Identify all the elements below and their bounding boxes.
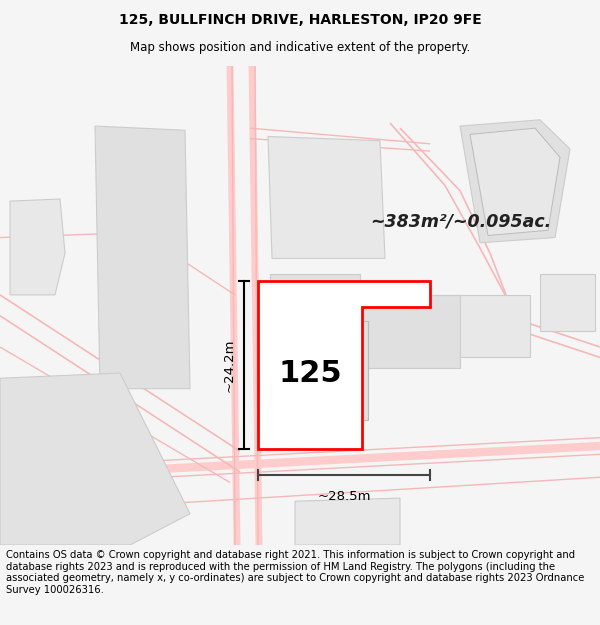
Text: ~24.2m: ~24.2m bbox=[223, 339, 236, 392]
Polygon shape bbox=[278, 321, 368, 420]
Text: Contains OS data © Crown copyright and database right 2021. This information is : Contains OS data © Crown copyright and d… bbox=[6, 550, 584, 595]
Polygon shape bbox=[430, 295, 530, 358]
Polygon shape bbox=[295, 498, 400, 545]
Text: Map shows position and indicative extent of the property.: Map shows position and indicative extent… bbox=[130, 41, 470, 54]
Polygon shape bbox=[268, 136, 385, 258]
Polygon shape bbox=[460, 120, 570, 242]
Polygon shape bbox=[95, 126, 190, 389]
Polygon shape bbox=[540, 274, 595, 331]
Text: 125, BULLFINCH DRIVE, HARLESTON, IP20 9FE: 125, BULLFINCH DRIVE, HARLESTON, IP20 9F… bbox=[119, 13, 481, 27]
Polygon shape bbox=[258, 281, 430, 449]
Polygon shape bbox=[10, 199, 65, 295]
Text: ~28.5m: ~28.5m bbox=[317, 490, 371, 502]
Polygon shape bbox=[0, 373, 190, 545]
Text: 125: 125 bbox=[278, 359, 342, 388]
Text: ~383m²/~0.095ac.: ~383m²/~0.095ac. bbox=[370, 213, 551, 231]
Polygon shape bbox=[270, 274, 360, 300]
Polygon shape bbox=[320, 295, 460, 368]
Polygon shape bbox=[470, 128, 560, 236]
